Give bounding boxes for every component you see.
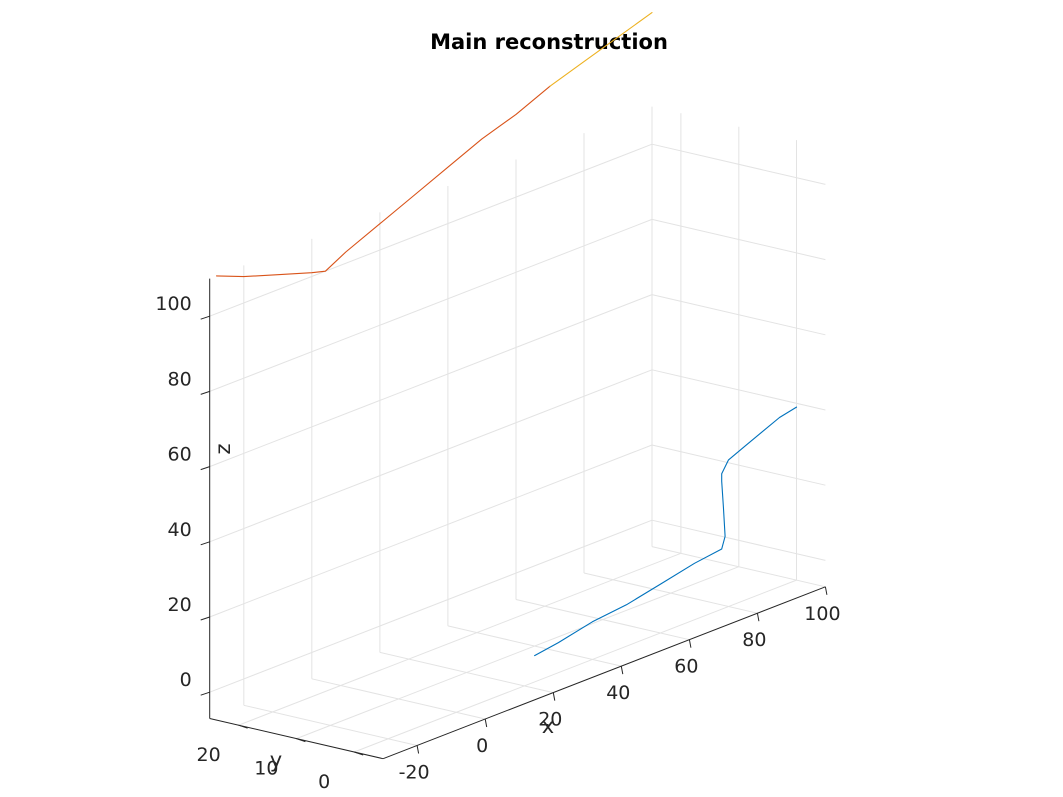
y-axis-label: y: [270, 748, 282, 772]
plot-area: [215, 12, 798, 657]
z-tick-mark: [200, 390, 210, 395]
chart-title: Main reconstruction: [430, 30, 668, 54]
grid-line: [651, 143, 826, 185]
x-tick-mark: [688, 639, 692, 648]
x-tick-label: -20: [399, 762, 430, 784]
x-tick-mark: [552, 692, 556, 701]
x-tick-mark: [620, 666, 624, 675]
z-tick-label: 0: [180, 669, 192, 691]
grid-line: [209, 444, 653, 618]
x-tick-mark: [756, 613, 760, 622]
x-tick-mark: [824, 586, 828, 595]
series-line-3: [549, 12, 653, 87]
grid-line: [209, 143, 653, 317]
grid-line: [209, 519, 653, 693]
z-tick-label: 100: [155, 293, 191, 315]
x-tick-label: 40: [606, 682, 630, 704]
grid-line: [651, 519, 826, 561]
y-tick-label: 10: [254, 758, 278, 780]
x-tick-label: 100: [804, 603, 840, 625]
x-tick-mark: [416, 745, 420, 754]
x-tick-label: 60: [674, 656, 698, 678]
z-tick-label: 80: [168, 368, 192, 390]
z-tick-label: 40: [168, 519, 192, 541]
series-line-1: [534, 406, 798, 657]
grid-line: [209, 294, 653, 468]
z-tick-label: 60: [168, 444, 192, 466]
axes: [200, 278, 828, 760]
y-tick-mark: [354, 751, 364, 756]
grid-line: [651, 294, 826, 336]
z-tick-mark: [200, 466, 210, 471]
grid-line: [209, 218, 653, 392]
z-tick-mark: [200, 616, 210, 621]
z-tick-mark: [200, 691, 210, 696]
grid-line: [651, 369, 826, 411]
grid: [209, 106, 826, 753]
z-tick-mark: [200, 315, 210, 320]
x-axis-line: [382, 586, 826, 760]
x-tick-label: 20: [538, 709, 562, 731]
y-tick-mark: [296, 738, 306, 743]
grid-line: [651, 218, 826, 261]
x-tick-label: 0: [476, 735, 488, 757]
z-tick-mark: [200, 541, 210, 546]
x-tick-mark: [484, 718, 488, 728]
grid-line: [238, 552, 682, 726]
z-tick-label: 20: [168, 594, 192, 616]
z-axis-label: z: [211, 443, 235, 454]
tick-labels: -20 0 20 40 60 80 100 0 10 20 0 20 40 60 80 100: [155, 293, 840, 793]
y-tick-label: 0: [318, 771, 330, 793]
x-tick-label: 80: [742, 629, 766, 651]
y-tick-label: 20: [197, 744, 221, 766]
grid-line: [209, 369, 653, 543]
grid-line: [651, 444, 826, 486]
x-axis-label: x: [542, 714, 554, 738]
series-line-2: [215, 85, 551, 278]
grid-line: [296, 566, 739, 740]
y-tick-mark: [238, 724, 248, 729]
grid-line: [354, 579, 797, 753]
